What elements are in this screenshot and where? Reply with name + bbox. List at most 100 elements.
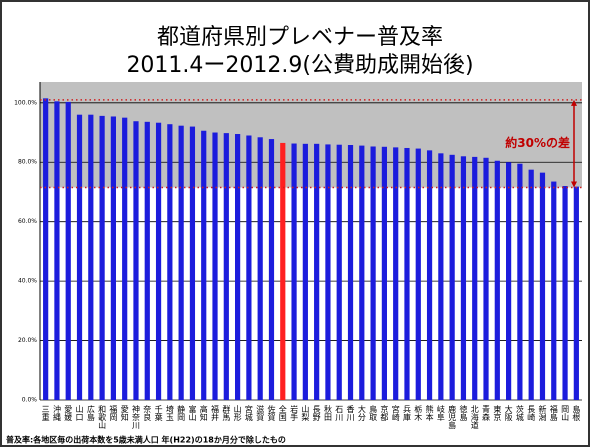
chart-title: 都道府県別プレベナー普及率 bbox=[157, 25, 443, 50]
x-tick-label: 三重 bbox=[41, 405, 50, 421]
bar bbox=[133, 121, 139, 400]
bar bbox=[336, 144, 342, 400]
x-tick-label: 高知 bbox=[199, 404, 208, 422]
bar bbox=[235, 134, 241, 400]
bar bbox=[551, 181, 557, 400]
range-band bbox=[40, 82, 582, 188]
bar bbox=[517, 163, 523, 400]
x-tick-label: 京都 bbox=[380, 404, 389, 422]
bar bbox=[573, 186, 579, 400]
x-tick-label: 岩手 bbox=[290, 404, 299, 422]
x-tick-label: 兵庫 bbox=[402, 404, 411, 422]
bar bbox=[404, 147, 410, 400]
x-tick-label: 宮崎 bbox=[391, 404, 400, 421]
x-tick-label: 宮城 bbox=[244, 404, 253, 422]
bar bbox=[212, 132, 218, 400]
x-tick-label: 島根 bbox=[572, 404, 581, 422]
bar bbox=[393, 147, 399, 400]
bar bbox=[528, 169, 534, 400]
bar bbox=[223, 133, 229, 401]
x-tick-label: 鹿児島 bbox=[448, 404, 457, 430]
bar bbox=[144, 121, 150, 400]
x-tick-label: 奈良 bbox=[143, 404, 152, 422]
bar bbox=[347, 145, 354, 400]
bar bbox=[483, 157, 489, 400]
bar bbox=[155, 122, 162, 401]
y-tick-label: 20.0% bbox=[18, 337, 37, 344]
x-tick-label: 山口 bbox=[75, 404, 84, 421]
bar bbox=[246, 135, 252, 400]
x-tick-label: 長崎 bbox=[527, 405, 536, 421]
bar bbox=[76, 114, 83, 400]
x-tick-label: 広島 bbox=[86, 404, 95, 422]
x-tick-label: 熊本 bbox=[425, 404, 434, 422]
x-tick-label: 佐賀 bbox=[267, 404, 276, 422]
x-tick-label: 新潟 bbox=[538, 404, 547, 422]
bar bbox=[325, 144, 331, 400]
bar bbox=[314, 143, 320, 400]
y-tick-label: 60.0% bbox=[18, 218, 37, 225]
x-tick-label: 徳島 bbox=[459, 404, 468, 422]
bar bbox=[506, 162, 512, 400]
x-tick-label: 栃木 bbox=[414, 404, 423, 422]
x-tick-label: 鳥取 bbox=[369, 404, 378, 422]
bar bbox=[65, 101, 71, 401]
bar bbox=[122, 117, 128, 401]
bar bbox=[381, 146, 387, 400]
bar bbox=[88, 114, 94, 400]
bar bbox=[370, 146, 376, 400]
bar bbox=[472, 156, 478, 400]
x-tick-label: 和歌山 bbox=[98, 405, 107, 430]
x-tick-label: 福岡 bbox=[109, 405, 118, 422]
bar bbox=[460, 156, 467, 400]
x-tick-label: 秋田 bbox=[323, 404, 332, 422]
y-tick-label: 0.0% bbox=[22, 397, 38, 404]
bar bbox=[43, 98, 49, 400]
x-tick-label: 東京 bbox=[493, 404, 502, 422]
x-tick-label: 群馬 bbox=[222, 404, 231, 422]
x-tick-label: 沖縄 bbox=[52, 404, 61, 421]
x-tick-label: 大分 bbox=[357, 404, 366, 422]
bar bbox=[99, 115, 105, 400]
bar bbox=[438, 153, 444, 400]
footnote: 普及率:各地区毎の出荷本数を5歳未満人口 年(H22)の18か月分で除したもの bbox=[6, 435, 286, 445]
bar bbox=[167, 124, 173, 400]
bar bbox=[178, 125, 184, 400]
x-tick-label: 石川 bbox=[335, 405, 344, 421]
bar bbox=[268, 139, 275, 400]
bar bbox=[539, 172, 546, 400]
x-tick-label: 富山 bbox=[188, 404, 197, 422]
bar bbox=[189, 126, 196, 400]
x-tick-label: 北海道 bbox=[470, 405, 479, 430]
bar bbox=[449, 154, 455, 400]
x-tick-label: 岐阜 bbox=[436, 404, 445, 422]
bar bbox=[562, 186, 568, 400]
bar bbox=[257, 137, 263, 400]
x-tick-label: 山梨 bbox=[301, 404, 310, 422]
bar bbox=[415, 148, 421, 400]
y-tick-label: 100.0% bbox=[14, 99, 37, 106]
x-tick-label: 香川 bbox=[346, 404, 355, 421]
x-tick-label: 青森 bbox=[482, 404, 491, 422]
x-tick-label: 滋賀 bbox=[256, 404, 265, 422]
x-tick-label: 山形 bbox=[233, 404, 242, 422]
x-tick-label: 愛媛 bbox=[64, 404, 73, 422]
bar bbox=[291, 143, 297, 400]
annotation: 約30%の差 bbox=[505, 135, 570, 150]
bar bbox=[201, 130, 207, 401]
x-tick-label: 千葉 bbox=[154, 404, 163, 422]
x-tick-label: 長野 bbox=[312, 405, 321, 421]
bar bbox=[54, 101, 60, 401]
x-tick-label: 神奈川 bbox=[131, 404, 140, 429]
x-tick-label: 静岡 bbox=[177, 404, 186, 422]
chart-subtitle: 2011.4ー2012.9(公費助成開始後) bbox=[126, 53, 473, 78]
x-tick-label: 愛知 bbox=[120, 404, 129, 422]
x-tick-label: 全国 bbox=[278, 404, 287, 422]
bar bbox=[280, 142, 286, 400]
x-tick-label: 福井 bbox=[211, 405, 220, 422]
x-tick-label: 岡山 bbox=[561, 405, 570, 422]
bar bbox=[359, 145, 365, 400]
y-tick-label: 40.0% bbox=[18, 278, 37, 285]
x-tick-label: 茨城 bbox=[515, 404, 524, 422]
y-tick-label: 80.0% bbox=[18, 159, 37, 166]
